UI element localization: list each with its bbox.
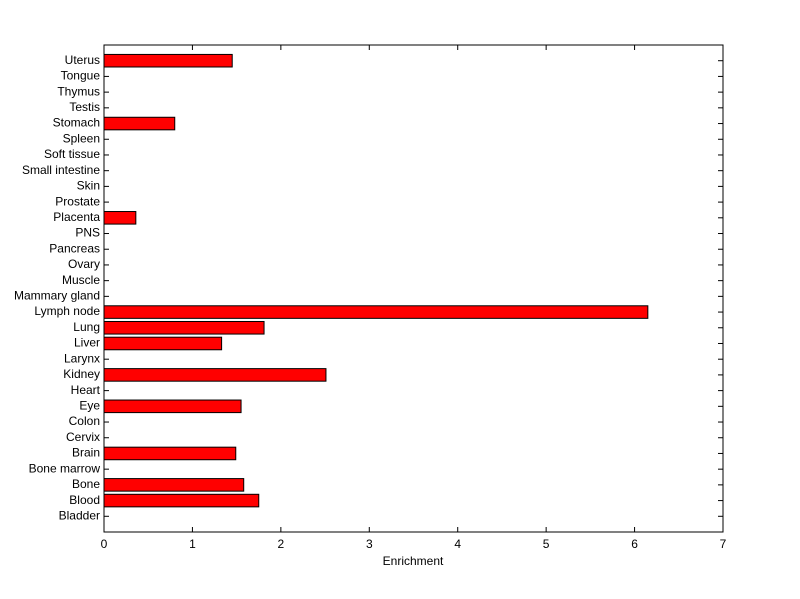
y-tick-label: Mammary gland: [14, 289, 100, 303]
y-tick-label: Bone: [72, 477, 100, 491]
y-tick-label: Spleen: [63, 131, 100, 145]
x-tick-label: 6: [631, 537, 638, 551]
y-tick-label: Prostate: [55, 194, 100, 208]
y-tick-label: Testis: [69, 100, 100, 114]
y-tick-label: Bladder: [59, 508, 100, 522]
y-tick-label: Colon: [69, 414, 100, 428]
y-tick-label: Thymus: [57, 84, 100, 98]
y-tick-label: Ovary: [68, 257, 100, 271]
y-tick-label: Eye: [79, 398, 100, 412]
y-tick-label: Blood: [69, 493, 100, 507]
bar: [103, 305, 649, 319]
x-tick-label: 3: [366, 537, 373, 551]
bar: [103, 211, 137, 225]
bar: [103, 368, 327, 382]
x-tick-label: 5: [543, 537, 550, 551]
x-tick-label: 2: [278, 537, 285, 551]
bar: [103, 446, 237, 461]
y-tick-label: Kidney: [63, 367, 100, 381]
x-tick-label: 7: [720, 537, 727, 551]
bar: [103, 336, 223, 351]
x-tick-label: 1: [189, 537, 196, 551]
y-tick-label: Brain: [72, 446, 100, 460]
bar: [103, 399, 242, 414]
y-tick-label: Skin: [77, 179, 100, 193]
x-tick-label: 0: [101, 537, 108, 551]
y-tick-label: Tongue: [61, 69, 101, 83]
y-tick-label: Small intestine: [22, 163, 100, 177]
y-tick-label: Bone marrow: [29, 461, 101, 475]
y-tick-label: PNS: [75, 226, 100, 240]
x-tick-label: 4: [454, 537, 461, 551]
bar: [103, 478, 245, 492]
y-tick-label: Larynx: [64, 351, 100, 365]
x-axis-label: Enrichment: [383, 554, 444, 568]
y-tick-label: Pancreas: [49, 241, 100, 255]
y-tick-label: Heart: [71, 383, 101, 397]
y-tick-label: Uterus: [65, 53, 100, 67]
y-tick-label: Lung: [73, 320, 100, 334]
bar: [103, 116, 176, 131]
y-tick-label: Lymph node: [34, 304, 100, 318]
y-tick-label: Soft tissue: [44, 147, 100, 161]
bar: [103, 493, 260, 508]
bar: [103, 320, 265, 335]
bar: [103, 53, 233, 68]
y-tick-label: Liver: [74, 336, 100, 350]
y-tick-label: Placenta: [53, 210, 100, 224]
y-tick-label: Stomach: [53, 116, 100, 130]
y-tick-label: Muscle: [62, 273, 100, 287]
y-tick-label: Cervix: [66, 430, 100, 444]
